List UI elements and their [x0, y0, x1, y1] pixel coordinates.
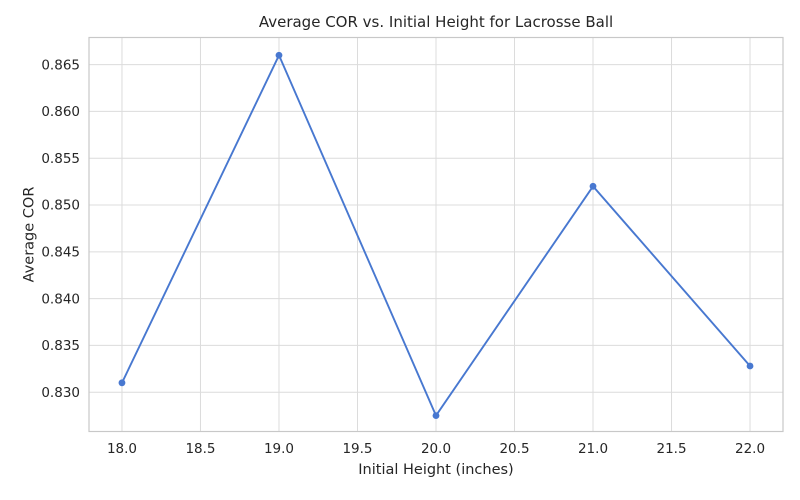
- data-point-marker: [118, 379, 126, 387]
- data-point-marker: [589, 182, 597, 190]
- x-tick-label: 21.5: [656, 441, 686, 457]
- series-layer: [118, 51, 754, 419]
- x-tick-label: 19.5: [342, 441, 372, 457]
- x-axis-label: Initial Height (inches): [358, 462, 513, 478]
- plot-border: [88, 36, 784, 433]
- grid-layer: [89, 37, 783, 432]
- x-tick-label: 22.0: [735, 441, 765, 457]
- y-tick-label: 0.860: [41, 104, 80, 120]
- x-tick-label: 20.5: [499, 441, 529, 457]
- y-tick-label: 0.855: [41, 151, 80, 167]
- x-tick-label: 19.0: [264, 441, 294, 457]
- y-tick-label: 0.850: [41, 198, 80, 214]
- y-tick-label: 0.865: [41, 57, 80, 73]
- x-tick-label: 21.0: [578, 441, 608, 457]
- x-tick-label: 20.0: [421, 441, 451, 457]
- data-point-marker: [746, 362, 754, 370]
- y-tick-label: 0.835: [41, 338, 80, 354]
- y-tick-label: 0.840: [41, 291, 80, 307]
- y-tick-label: 0.830: [41, 385, 80, 401]
- x-tick-label: 18.5: [185, 441, 215, 457]
- y-axis-label: Average COR: [22, 187, 38, 283]
- x-tick-label: 18.0: [107, 441, 137, 457]
- chart-title: Average COR vs. Initial Height for Lacro…: [259, 13, 613, 31]
- data-point-marker: [275, 51, 283, 59]
- y-tick-label: 0.845: [41, 245, 80, 261]
- data-point-marker: [432, 412, 440, 419]
- tick-label-layer: 18.0 18.5 19.0 19.5 20.0 20.5 21.0 21.5 22.0 0.83…: [41, 57, 765, 457]
